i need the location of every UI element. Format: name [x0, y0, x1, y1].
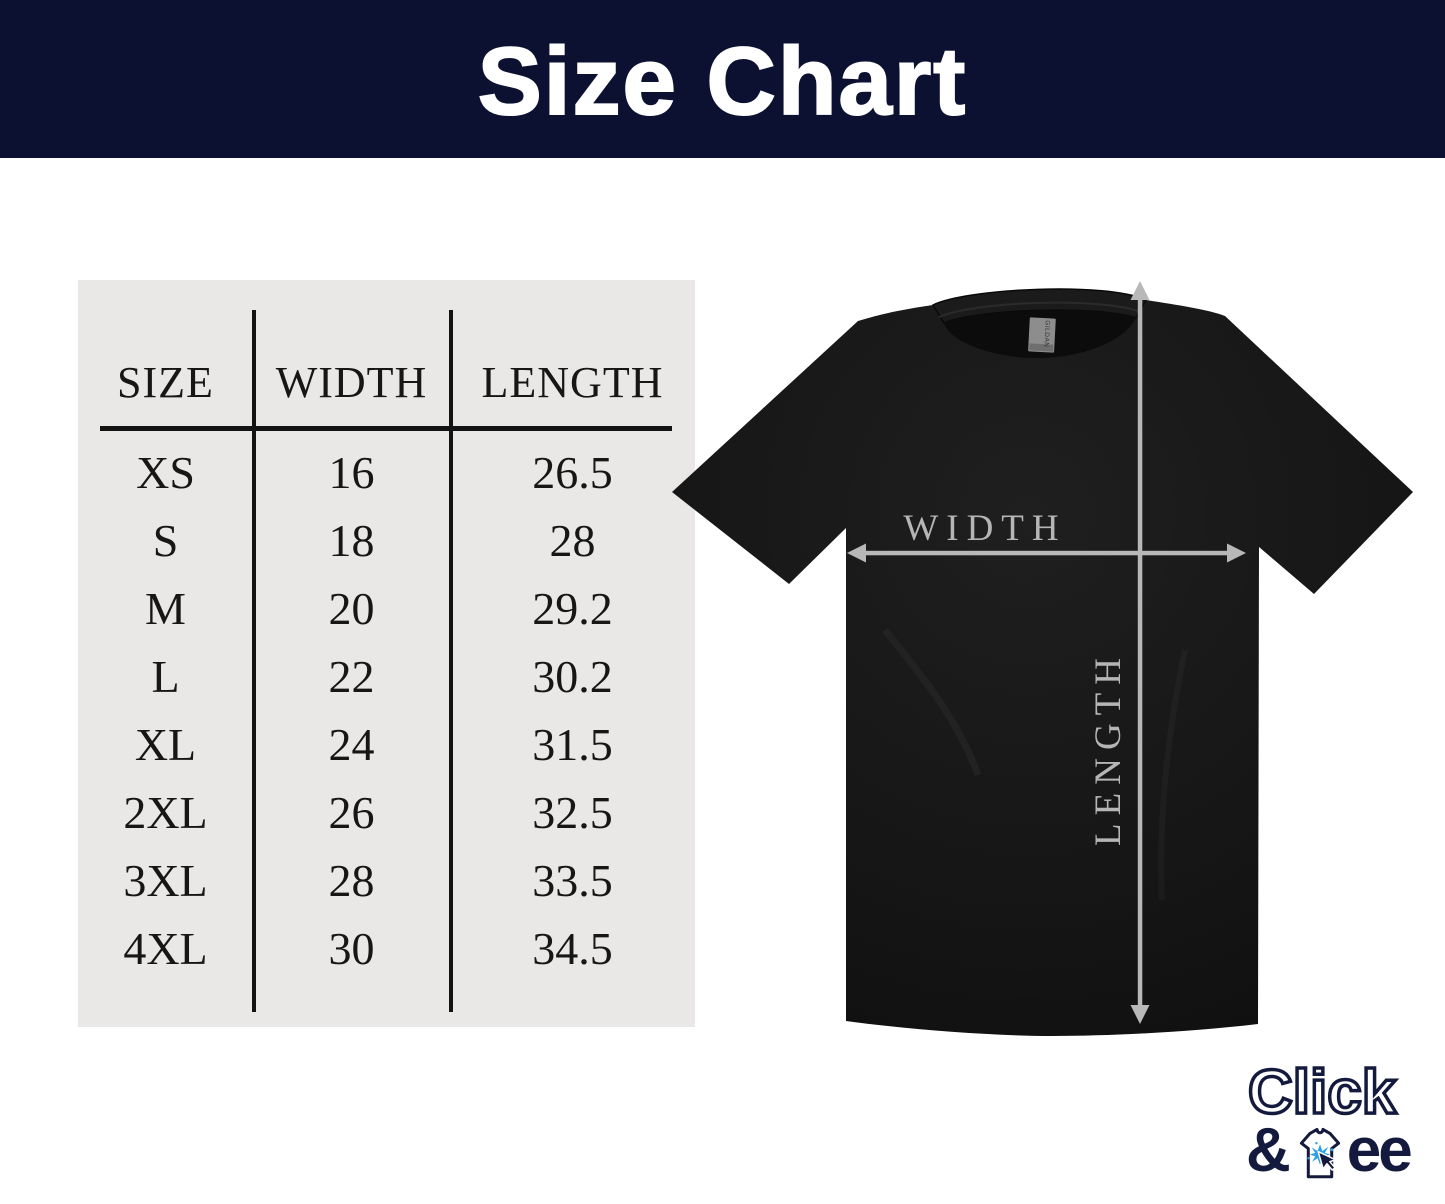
column-divider — [252, 310, 256, 1012]
length-cell: 33.5 — [532, 854, 613, 906]
column-divider — [449, 310, 453, 1012]
length-cell: 29.2 — [532, 582, 613, 634]
size-cell: 2XL — [123, 786, 208, 838]
width-cell: 24 — [328, 718, 375, 770]
table-row: XS 16 26.5 — [78, 438, 695, 506]
logo-word-click: Click — [1246, 1058, 1398, 1127]
width-cell: 18 — [328, 514, 375, 566]
length-cell: 26.5 — [532, 446, 613, 498]
length-cell: 28 — [549, 514, 596, 566]
table-row: 2XL 26 32.5 — [78, 778, 695, 846]
cursor-icon — [1317, 1150, 1337, 1171]
tshirt-shape — [672, 289, 1413, 1036]
width-cell: 20 — [328, 582, 375, 634]
length-cell: 31.5 — [532, 718, 613, 770]
logo-ampersand: & — [1246, 1116, 1291, 1185]
column-header-size: SIZE — [117, 357, 214, 407]
tag-brand-label: GILDAN — [1042, 320, 1050, 348]
width-cell: 16 — [328, 446, 375, 498]
header-banner: Size Chart — [0, 0, 1445, 158]
width-label: WIDTH — [903, 508, 1066, 549]
length-cell: 32.5 — [532, 786, 613, 838]
width-cell: 26 — [328, 786, 375, 838]
length-arrow — [1130, 281, 1150, 1024]
table-row: XL 24 31.5 — [78, 710, 695, 778]
table-row: 4XL 30 34.5 — [78, 914, 695, 982]
width-arrow — [847, 543, 1246, 563]
width-cell: 30 — [328, 922, 375, 974]
length-label: LENGTH — [1088, 650, 1129, 846]
header-rule — [100, 426, 672, 431]
table-row: S 18 28 — [78, 506, 695, 574]
tshirt-diagram: GILDAN WIDTH LENGTH — [672, 281, 1413, 1036]
logo-word-tee-suffix: ee — [1346, 1116, 1413, 1185]
neck-tag: GILDAN — [1028, 317, 1056, 353]
size-cell: L — [151, 650, 180, 702]
tee-icon — [1299, 1127, 1340, 1179]
size-cell: S — [152, 514, 179, 566]
table-row: L 22 30.2 — [78, 642, 695, 710]
length-cell: 30.2 — [532, 650, 613, 702]
size-cell: XL — [134, 718, 197, 770]
size-cell: M — [145, 582, 186, 634]
size-table-panel: SIZE WIDTH LENGTH XS 16 26.5 S 18 28 M 2… — [78, 280, 695, 1027]
table-row: M 20 29.2 — [78, 574, 695, 642]
column-header-width: WIDTH — [275, 357, 428, 407]
column-header-length: LENGTH — [481, 357, 664, 407]
click-and-tee-logo: Click & ee — [1246, 1058, 1436, 1198]
page-title: Size Chart — [477, 27, 968, 136]
table-row: 3XL 28 33.5 — [78, 846, 695, 914]
width-cell: 22 — [328, 650, 375, 702]
length-cell: 34.5 — [532, 922, 613, 974]
size-cell: 4XL — [123, 922, 208, 974]
table-header-row: SIZE WIDTH LENGTH — [78, 348, 695, 416]
size-cell: XS — [136, 446, 195, 498]
width-cell: 28 — [328, 854, 375, 906]
size-cell: 3XL — [123, 854, 208, 906]
